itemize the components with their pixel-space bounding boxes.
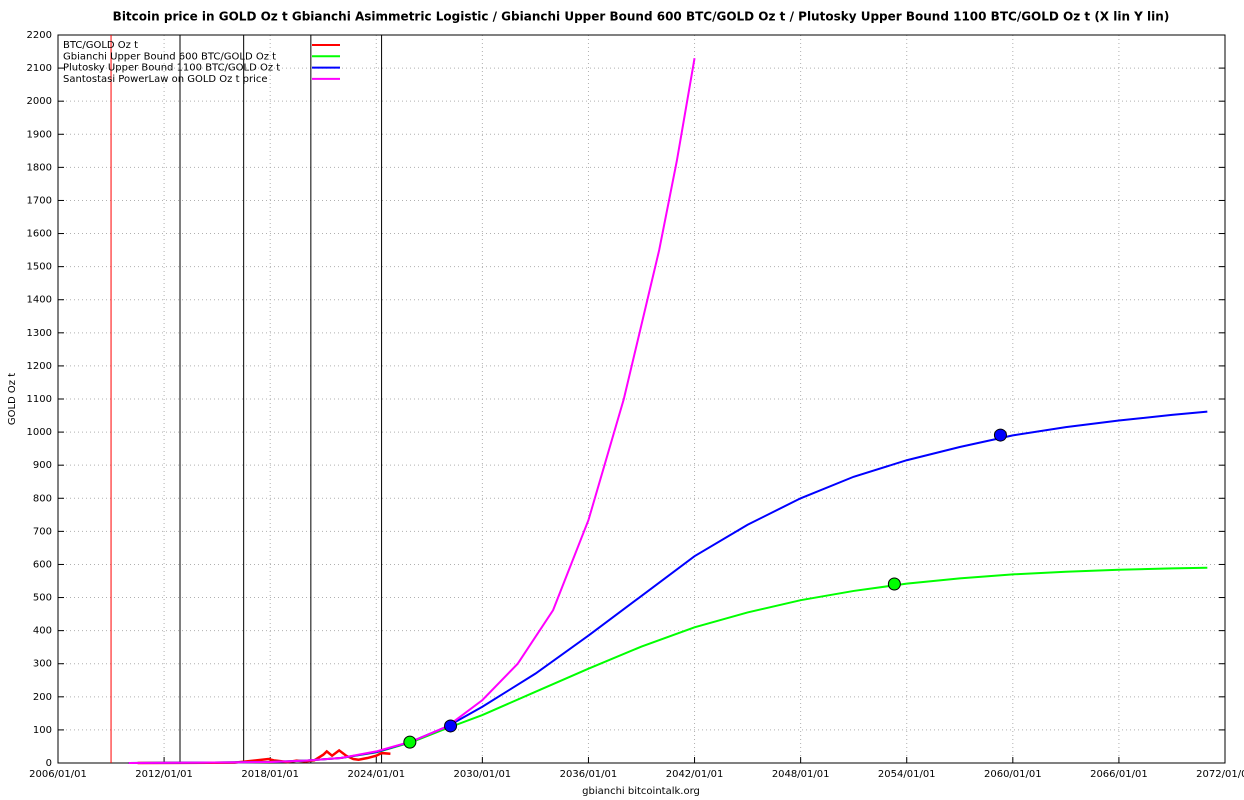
x-tick-label: 2012/01/01 [135,769,193,780]
series-line [128,410,1208,764]
y-tick-label: 1500 [27,262,52,273]
y-tick-label: 100 [33,725,52,736]
y-tick-label: 2200 [27,30,52,41]
marker [403,735,417,749]
x-tick-label: 2006/01/01 [29,769,87,780]
x-tick-label: 2042/01/01 [666,769,724,780]
legend-label: Plutosky Upper Bound 1100 BTC/GOLD Oz t [63,63,280,74]
y-tick-label: 600 [33,559,52,570]
x-tick-label: 2036/01/01 [560,769,618,780]
y-tick-label: 700 [33,526,52,537]
y-tick-label: 1300 [27,328,52,339]
x-tick-label: 2072/01/01 [1196,769,1244,780]
x-tick-label: 2024/01/01 [347,769,405,780]
series-line [128,57,696,764]
marker [444,719,458,733]
y-tick-label: 300 [33,659,52,670]
y-tick-label: 1200 [27,361,52,372]
legend-label: Gbianchi Upper Bound 600 BTC/GOLD Oz t [63,51,276,62]
y-tick-label: 1900 [27,129,52,140]
y-tick-label: 2100 [27,63,52,74]
x-tick-label: 2054/01/01 [878,769,936,780]
y-tick-label: 2000 [27,96,52,107]
y-axis-label: GOLD Oz t [7,373,18,425]
series-line [137,748,391,765]
x-tick-label: 2048/01/01 [772,769,830,780]
y-tick-label: 0 [46,758,52,769]
x-axis-label: gbianchi bitcointalk.org [582,786,700,797]
chart-title: Bitcoin price in GOLD Oz t Gbianchi Asim… [113,10,1170,24]
y-tick-label: 400 [33,626,52,637]
x-tick-label: 2060/01/01 [984,769,1042,780]
x-tick-label: 2030/01/01 [454,769,512,780]
plot-frame [57,34,1226,764]
y-tick-label: 1800 [27,162,52,173]
x-tick-label: 2018/01/01 [241,769,299,780]
y-tick-label: 1700 [27,195,52,206]
legend-label: Santostasi PowerLaw on GOLD Oz t price [63,74,268,85]
y-tick-label: 200 [33,692,52,703]
y-tick-label: 800 [33,493,52,504]
y-tick-label: 1100 [27,394,52,405]
marker [887,577,901,591]
y-tick-label: 500 [33,593,52,604]
y-tick-label: 1600 [27,229,52,240]
legend-label: BTC/GOLD Oz t [63,40,138,51]
y-tick-label: 1000 [27,427,52,438]
y-tick-label: 900 [33,460,52,471]
x-tick-label: 2066/01/01 [1090,769,1148,780]
y-tick-label: 1400 [27,295,52,306]
marker [993,428,1007,442]
